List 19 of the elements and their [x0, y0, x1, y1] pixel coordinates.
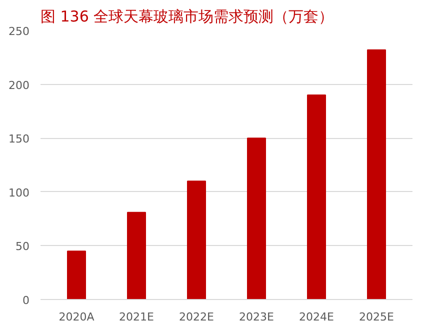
x-tick-label: 2021E — [119, 310, 154, 324]
y-tick-label: 200 — [8, 78, 30, 92]
y-tick-label: 0 — [22, 294, 30, 307]
x-tick-label: 2022E — [179, 310, 214, 324]
x-tick-label: 2020A — [58, 310, 95, 324]
y-tick-label: 150 — [8, 132, 30, 146]
bar — [367, 49, 386, 300]
y-tick-label: 250 — [8, 25, 30, 38]
chart-title: 图 136 全球天幕玻璃市场需求预测（万套） — [40, 8, 334, 26]
x-tick-label: 2024E — [299, 310, 334, 324]
x-tick-label: 2025E — [359, 310, 394, 324]
bar — [67, 250, 86, 300]
x-tick-label: 2023E — [239, 310, 274, 324]
bar — [127, 212, 146, 300]
y-tick-label: 100 — [8, 186, 30, 200]
bar — [247, 138, 266, 300]
bar — [187, 180, 206, 300]
y-tick-label: 50 — [16, 240, 30, 254]
bar — [307, 94, 326, 300]
